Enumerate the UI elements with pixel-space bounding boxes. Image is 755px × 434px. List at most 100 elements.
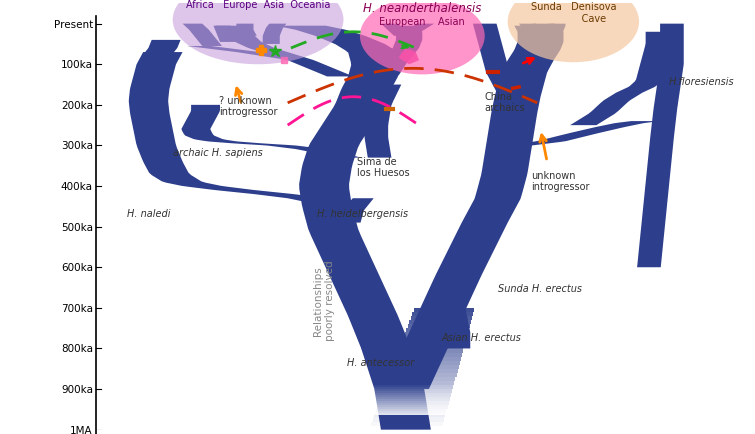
Bar: [381, 397, 450, 401]
Bar: [411, 316, 472, 320]
Bar: [347, 405, 465, 408]
Text: Present: Present: [54, 20, 93, 30]
Bar: [347, 385, 465, 387]
Polygon shape: [187, 47, 313, 61]
Polygon shape: [183, 25, 222, 47]
Text: European    Asian: European Asian: [380, 16, 465, 26]
Bar: [378, 405, 448, 409]
Polygon shape: [637, 25, 684, 268]
Polygon shape: [440, 300, 470, 349]
Polygon shape: [276, 26, 431, 430]
Bar: [379, 401, 448, 405]
Text: Sima de
los Huesos: Sima de los Huesos: [356, 156, 409, 178]
Text: Relationships
poorly resolved: Relationships poorly resolved: [313, 260, 334, 340]
Polygon shape: [142, 41, 180, 65]
Bar: [390, 373, 457, 377]
Polygon shape: [381, 25, 411, 37]
Polygon shape: [538, 25, 565, 45]
Text: 1MA: 1MA: [70, 425, 93, 434]
Ellipse shape: [507, 0, 639, 63]
Text: 200ka: 200ka: [61, 101, 93, 111]
Text: 100ka: 100ka: [61, 60, 93, 70]
Polygon shape: [503, 122, 660, 146]
Bar: [388, 377, 455, 381]
Bar: [347, 395, 465, 397]
Polygon shape: [519, 25, 546, 49]
Bar: [347, 389, 465, 391]
Polygon shape: [236, 25, 257, 37]
Bar: [405, 332, 467, 336]
Bar: [347, 393, 465, 395]
Text: archaic H. sapiens: archaic H. sapiens: [173, 148, 263, 158]
Bar: [347, 408, 465, 409]
Text: Sunda   Denisova
             Cave: Sunda Denisova Cave: [531, 2, 616, 24]
Bar: [400, 345, 464, 349]
Polygon shape: [498, 138, 534, 154]
Polygon shape: [404, 25, 434, 33]
Bar: [347, 397, 465, 399]
Bar: [385, 385, 453, 389]
Bar: [387, 381, 455, 385]
Polygon shape: [570, 33, 672, 126]
Text: China
archaics: China archaics: [485, 92, 525, 113]
Polygon shape: [340, 199, 374, 223]
Polygon shape: [129, 53, 347, 203]
Bar: [384, 389, 452, 393]
Polygon shape: [263, 25, 286, 45]
Text: Denisovans: Denisovans: [535, 0, 612, 1]
Polygon shape: [383, 26, 563, 389]
Bar: [373, 418, 444, 421]
Bar: [409, 320, 471, 324]
Bar: [412, 312, 473, 316]
Text: unknown
introgressor: unknown introgressor: [531, 171, 589, 192]
Bar: [347, 414, 465, 415]
Bar: [347, 387, 465, 389]
Polygon shape: [399, 49, 419, 65]
Polygon shape: [473, 25, 522, 98]
Text: H. antecessor: H. antecessor: [347, 357, 414, 367]
Bar: [406, 329, 469, 332]
Polygon shape: [347, 26, 422, 105]
Bar: [394, 361, 460, 365]
Text: ? unknown
introgressor: ? unknown introgressor: [219, 95, 277, 117]
Text: H. heidelbergensis: H. heidelbergensis: [317, 209, 408, 219]
Bar: [347, 391, 465, 393]
Bar: [403, 336, 467, 341]
Text: Sunda H. erectus: Sunda H. erectus: [498, 284, 582, 294]
Text: 800ka: 800ka: [61, 344, 93, 354]
Polygon shape: [215, 26, 353, 77]
Bar: [396, 357, 461, 361]
Bar: [347, 403, 465, 405]
Text: Asian H. erectus: Asian H. erectus: [442, 332, 522, 342]
Bar: [370, 426, 442, 430]
Bar: [414, 308, 474, 312]
Bar: [347, 409, 465, 411]
Ellipse shape: [360, 0, 485, 75]
Polygon shape: [214, 26, 237, 43]
Bar: [347, 399, 465, 401]
Bar: [402, 341, 466, 345]
Bar: [408, 324, 470, 329]
Polygon shape: [519, 25, 555, 73]
Text: 900ka: 900ka: [61, 384, 93, 394]
Text: H.floresiensis: H.floresiensis: [669, 77, 735, 87]
Bar: [347, 411, 465, 414]
Ellipse shape: [173, 0, 344, 65]
Bar: [397, 353, 462, 357]
Text: H. naledi: H. naledi: [127, 209, 170, 219]
Bar: [371, 421, 443, 426]
Bar: [374, 414, 445, 418]
Text: 500ka: 500ka: [61, 222, 93, 232]
Text: 700ka: 700ka: [61, 303, 93, 313]
Polygon shape: [181, 105, 361, 158]
Text: 300ka: 300ka: [61, 141, 93, 151]
Bar: [399, 349, 464, 353]
Polygon shape: [365, 85, 402, 158]
Polygon shape: [369, 332, 396, 363]
Text: 400ka: 400ka: [61, 182, 93, 191]
Bar: [393, 365, 459, 369]
Bar: [376, 409, 446, 414]
Text: 600ka: 600ka: [61, 263, 93, 273]
Bar: [382, 393, 451, 397]
Bar: [347, 401, 465, 403]
